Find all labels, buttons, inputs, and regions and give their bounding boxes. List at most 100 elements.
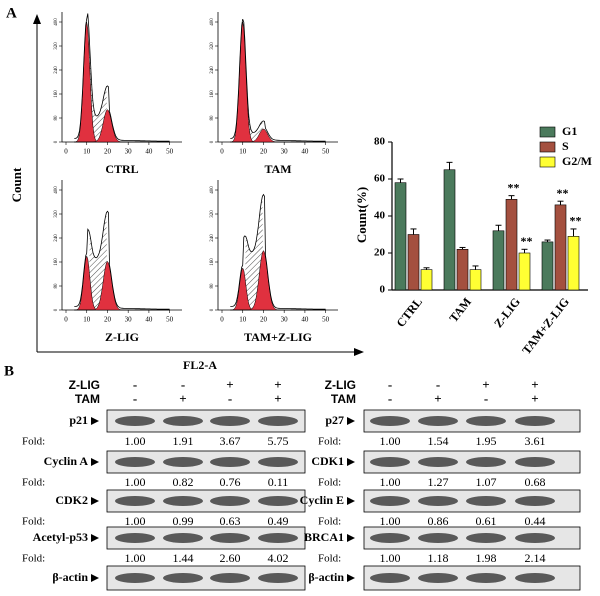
protein-arrow	[91, 574, 99, 582]
fold-label: Fold:	[22, 516, 45, 528]
blot-band	[258, 496, 298, 506]
fold-value: 1.27	[428, 475, 449, 489]
protein-label: Acetyl-p53	[33, 530, 88, 544]
blot-band	[210, 496, 250, 506]
blot-band	[210, 533, 250, 543]
bar	[541, 241, 554, 291]
x-tick-label: CTRL	[393, 295, 425, 330]
x-tick-label: TAM	[446, 295, 474, 325]
y-tick-label: 80	[210, 115, 215, 121]
x-tick-label: 10	[239, 316, 247, 324]
treatment-sign: +	[274, 391, 281, 406]
blot-band	[515, 457, 555, 467]
blot-band	[418, 533, 458, 543]
blot-band	[515, 533, 555, 543]
x-tick-label: 40	[301, 316, 309, 324]
fold-value: 1.00	[125, 475, 146, 489]
y-tick-label: 160	[54, 258, 59, 266]
x-tick-label: 40	[145, 316, 153, 324]
fold-value: 1.91	[173, 434, 194, 448]
y-tick-label: 240	[210, 66, 215, 74]
treatment-sign: -	[181, 377, 185, 392]
y-tick-label: 40	[374, 210, 386, 222]
fold-value: 0.86	[428, 514, 449, 528]
bar	[456, 249, 469, 291]
treatment-sign: +	[434, 391, 441, 406]
axis-label: Count	[9, 167, 24, 202]
blot-strip	[106, 489, 306, 513]
histogram-outline	[74, 210, 170, 310]
g1-peak	[230, 267, 326, 311]
treatment-sign: -	[133, 377, 137, 392]
fold-label: Fold:	[318, 436, 341, 448]
x-tick-label: 40	[301, 148, 309, 156]
bar	[394, 182, 407, 291]
fold-value: 0.99	[173, 514, 194, 528]
blot-band	[163, 533, 203, 543]
protein-arrow	[91, 417, 99, 425]
blot-band	[163, 573, 203, 583]
g1-peak	[74, 255, 170, 311]
fold-value: 1.00	[125, 434, 146, 448]
y-tick-label: 80	[210, 283, 215, 289]
fold-value: 1.00	[380, 475, 401, 489]
fold-value: 1.00	[380, 434, 401, 448]
fold-value: 1.18	[428, 551, 449, 565]
y-tick-label: 240	[54, 66, 59, 74]
fold-value: 3.67	[220, 434, 241, 448]
blot-band	[370, 457, 410, 467]
arrow-head	[33, 14, 41, 24]
y-tick-label: 400	[210, 186, 215, 194]
blot-band	[418, 573, 458, 583]
protein-arrow	[347, 497, 355, 505]
x-tick-label: 20	[104, 148, 112, 156]
y-tick-label: 80	[374, 136, 386, 148]
g2-peak	[74, 260, 170, 311]
x-tick-label: 50	[166, 316, 174, 324]
bar	[492, 230, 505, 291]
histogram-outline	[230, 193, 326, 310]
fold-value: 5.75	[268, 434, 289, 448]
g2-peak	[230, 250, 326, 311]
y-tick-label: 80	[54, 283, 59, 289]
protein-arrow	[91, 497, 99, 505]
treatment-sign: -	[436, 377, 440, 392]
treatment-sign: +	[274, 377, 281, 392]
y-tick-label: 320	[210, 42, 215, 50]
panel-title: TAM+Z-LIG	[244, 330, 312, 344]
protein-label: CDK2	[55, 493, 88, 507]
treatment-sign: +	[482, 377, 489, 392]
y-tick-label: 0	[380, 284, 386, 296]
panel-title: TAM	[264, 162, 291, 176]
x-tick-label: 10	[83, 316, 91, 324]
blot-band	[115, 573, 155, 583]
significance: **	[521, 234, 533, 248]
fold-value: 2.60	[220, 551, 241, 565]
fold-value: 0.68	[525, 475, 546, 489]
legend-swatch	[539, 156, 556, 168]
blot-band	[370, 496, 410, 506]
blot-band	[370, 573, 410, 583]
bar	[407, 234, 420, 291]
treatment-sign: +	[179, 391, 186, 406]
panel-title: Z-LIG	[105, 330, 139, 344]
fold-value: 0.61	[476, 514, 497, 528]
x-tick-label: 10	[83, 148, 91, 156]
blot-band	[210, 416, 250, 426]
blot-band	[515, 573, 555, 583]
fold-value: 0.76	[220, 475, 241, 489]
bar	[505, 199, 518, 291]
y-tick-label: 160	[210, 90, 215, 98]
fold-value: 0.63	[220, 514, 241, 528]
x-tick-label: 30	[125, 148, 133, 156]
x-tick-label: 30	[281, 148, 289, 156]
blot-band	[115, 457, 155, 467]
y-tick-label: 400	[54, 186, 59, 194]
blot-band	[115, 533, 155, 543]
fold-label: Fold:	[318, 477, 341, 489]
x-tick-label: 0	[220, 148, 224, 156]
blot-band	[515, 416, 555, 426]
legend-label: G1	[562, 124, 577, 138]
y-tick-label: 400	[210, 18, 215, 26]
